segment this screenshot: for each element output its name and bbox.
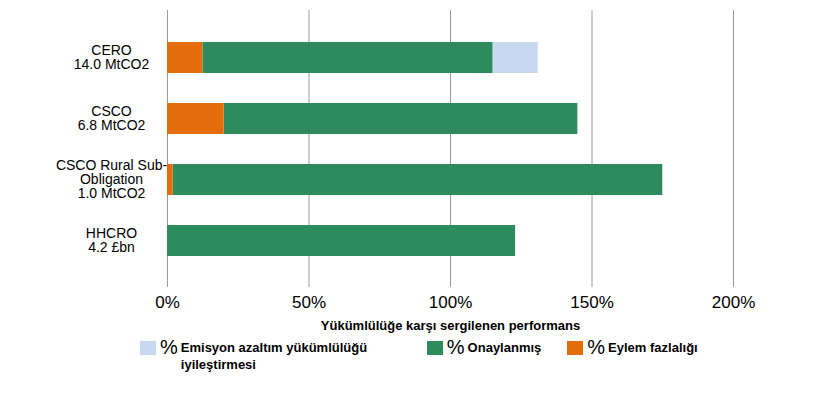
svg-text:200%: 200%	[712, 293, 755, 312]
svg-text:CERO14.0 MtCO2: CERO14.0 MtCO2	[74, 42, 150, 72]
svg-text:50%: 50%	[292, 293, 326, 312]
svg-text:100%: 100%	[429, 293, 472, 312]
svg-text:150%: 150%	[570, 293, 613, 312]
html-text:%Emisyon azaltım yükümlülüğü i: %Emisyon azaltım yükümlülüğü iyileştirme…	[160, 336, 368, 372]
svg-text:CSCO6.8 MtCO2: CSCO6.8 MtCO2	[78, 103, 146, 133]
html-text:%Onaylanmış: %Onaylanmış	[446, 336, 542, 358]
html-text:%Eylem fazlalığı: %Eylem fazlalığı	[587, 336, 698, 358]
svg-text:HHCRO4.2 £bn: HHCRO4.2 £bn	[86, 225, 137, 255]
svg-text:CSCO Rural Sub-Obligation1.0 M: CSCO Rural Sub-Obligation1.0 MtCO2	[56, 157, 168, 201]
svg-text:0%: 0%	[155, 293, 180, 312]
svg-text:Yükümlülüğe karşı sergilenen p: Yükümlülüğe karşı sergilenen performans	[321, 318, 580, 333]
